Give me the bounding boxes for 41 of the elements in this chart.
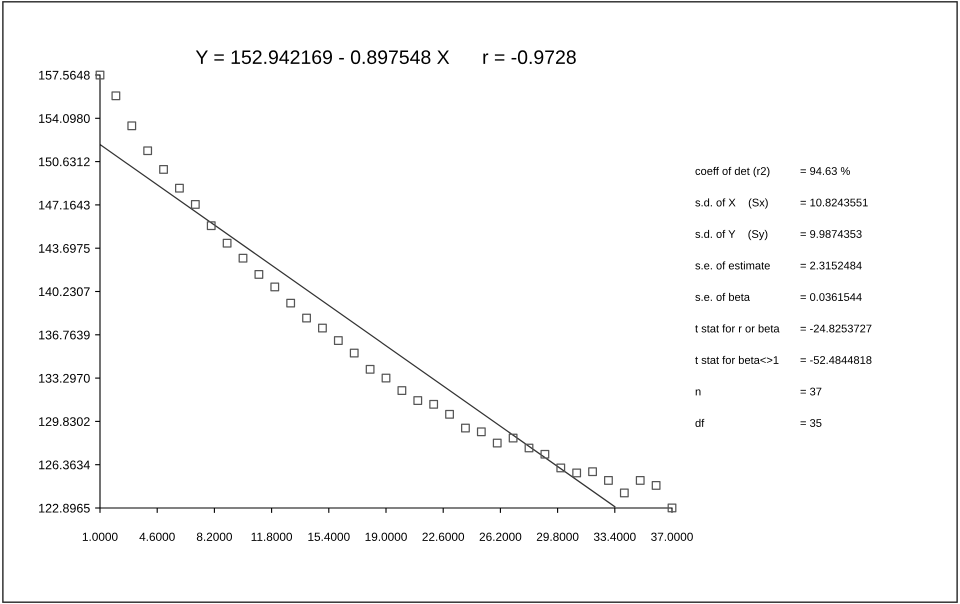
y-tick-label: 147.1643: [39, 200, 90, 210]
text: = 2.3152484: [800, 262, 862, 270]
text: = 0.0361544: [800, 293, 862, 301]
text: = 94.63 %: [800, 167, 850, 175]
y-tick-label: 133.2970: [39, 374, 90, 383]
y-tick-label: 140.2307: [39, 287, 90, 296]
text: = -24.8253727: [800, 324, 872, 332]
x-tick-label: 19.0000: [366, 532, 407, 541]
x-tick-label: 29.8000: [536, 532, 578, 541]
text: s.e. of estimate: [695, 261, 770, 270]
text: s.d. of X (Sx): [695, 198, 768, 209]
text: s.e. of beta: [695, 292, 750, 301]
x-tick-label: 33.4000: [594, 532, 636, 541]
y-tick-label: 150.6312: [39, 157, 90, 166]
y-tick-label: 122.8965: [39, 504, 90, 513]
y-tick-label: 126.3634: [39, 460, 90, 470]
y-tick-label: 157.5648: [39, 70, 90, 80]
x-tick-label: 1.0000: [82, 532, 118, 541]
text: df: [695, 418, 704, 427]
text: = 35: [800, 419, 822, 427]
text: t stat for beta<>1: [695, 356, 778, 364]
text: coeff of det (r2): [695, 166, 770, 178]
text: n: [696, 389, 700, 396]
y-tick-label: 129.8302: [39, 417, 90, 426]
text: s.d. of Y (Sy): [695, 230, 768, 240]
text: = 37: [800, 388, 822, 396]
text: = -52.4844818: [800, 356, 872, 364]
y-tick-label: 136.7639: [39, 330, 90, 340]
x-tick-label: 11.8000: [252, 532, 292, 541]
y-tick-label: 143.6975: [39, 244, 90, 253]
text: t stat for r or beta: [695, 324, 780, 332]
chart-title: Y = 152.942169 - 0.897548 X r = -0.9728: [196, 50, 576, 64]
text: = 10.8243551: [800, 198, 868, 206]
x-tick-label: 26.2000: [480, 532, 522, 541]
x-tick-label: 37.0000: [651, 532, 693, 541]
x-tick-label: 22.6000: [422, 532, 464, 541]
x-tick-label: 4.6000: [139, 532, 175, 541]
y-tick-label: 154.0980: [39, 114, 90, 123]
text: = 9.9874353: [800, 230, 862, 238]
x-tick-label: 8.2000: [196, 532, 232, 541]
x-tick-label: 15.4000: [308, 532, 350, 541]
